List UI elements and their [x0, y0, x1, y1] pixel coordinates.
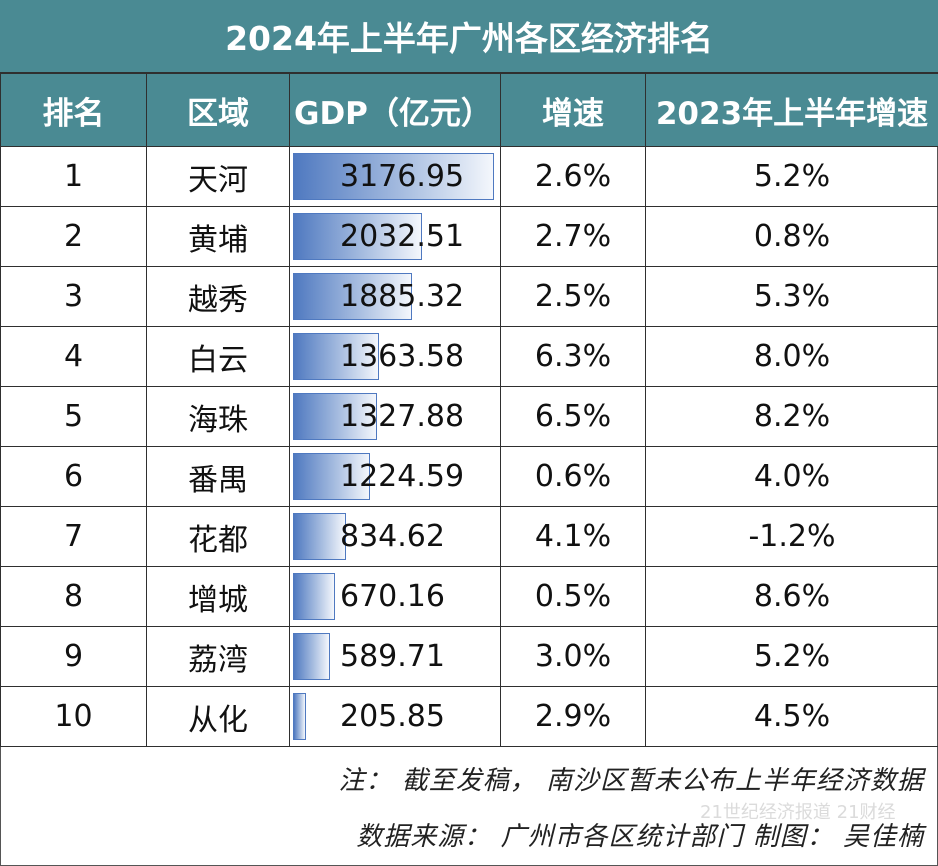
district-cell: 从化 [146, 686, 290, 747]
growth-2023-cell: 4.0% [645, 446, 938, 507]
growth-2023-cell: 5.2% [645, 146, 938, 207]
district-cell: 增城 [146, 566, 290, 627]
table-row: 8 增城 670.16 0.5% 8.6% [0, 566, 938, 627]
gdp-bar [293, 633, 330, 680]
district-cell: 荔湾 [146, 626, 290, 687]
table-row: 4 白云 1363.58 6.3% 8.0% [0, 326, 938, 387]
growth-2023-cell: 8.6% [645, 566, 938, 627]
growth-cell: 2.9% [500, 686, 646, 747]
growth-cell: 4.1% [500, 506, 646, 567]
gdp-bar [293, 693, 306, 740]
rank-cell: 10 [0, 686, 147, 747]
district-cell: 越秀 [146, 266, 290, 327]
table-row: 5 海珠 1327.88 6.5% 8.2% [0, 386, 938, 447]
district-cell: 白云 [146, 326, 290, 387]
gdp-bar [293, 153, 494, 200]
gdp-cell: 3176.95 [289, 146, 501, 207]
gdp-cell: 2032.51 [289, 206, 501, 267]
rank-cell: 1 [0, 146, 147, 207]
growth-2023-cell: 5.2% [645, 626, 938, 687]
header-rank: 排名 [0, 73, 147, 147]
gdp-value: 589.71 [340, 639, 445, 674]
growth-cell: 0.5% [500, 566, 646, 627]
gdp-value: 834.62 [340, 519, 445, 554]
gdp-value: 1363.58 [340, 339, 465, 374]
rank-cell: 9 [0, 626, 147, 687]
gdp-cell: 589.71 [289, 626, 501, 687]
gdp-value: 3176.95 [340, 159, 465, 194]
footer-note: 注： 截至发稿， 南沙区暂未公布上半年经济数据 [338, 766, 924, 796]
gdp-cell: 1224.59 [289, 446, 501, 507]
growth-cell: 3.0% [500, 626, 646, 687]
growth-cell: 6.5% [500, 386, 646, 447]
growth-2023-cell: 8.2% [645, 386, 938, 447]
gdp-cell: 834.62 [289, 506, 501, 567]
gdp-bar [293, 393, 377, 440]
rank-cell: 5 [0, 386, 147, 447]
rank-cell: 3 [0, 266, 147, 327]
table-title: 2024年上半年广州各区经济排名 [0, 0, 938, 73]
growth-cell: 2.6% [500, 146, 646, 207]
growth-cell: 2.5% [500, 266, 646, 327]
rank-cell: 2 [0, 206, 147, 267]
gdp-value: 2032.51 [340, 219, 465, 254]
gdp-bar [293, 333, 379, 380]
gdp-value: 1224.59 [340, 459, 465, 494]
header-row: 排名 区域 GDP（亿元） 增速 2023年上半年增速 [0, 73, 938, 147]
gdp-value: 205.85 [340, 699, 445, 734]
footer: 注： 截至发稿， 南沙区暂未公布上半年经济数据 21世纪经济报道 21财经 数据… [0, 746, 938, 866]
growth-cell: 6.3% [500, 326, 646, 387]
table-row: 3 越秀 1885.32 2.5% 5.3% [0, 266, 938, 327]
header-growth: 增速 [500, 73, 646, 147]
growth-2023-cell: 4.5% [645, 686, 938, 747]
rank-cell: 8 [0, 566, 147, 627]
gdp-cell: 1363.58 [289, 326, 501, 387]
header-gdp: GDP（亿元） [289, 73, 501, 147]
gdp-bar [293, 213, 422, 260]
gdp-bar [293, 273, 412, 320]
gdp-cell: 205.85 [289, 686, 501, 747]
district-cell: 花都 [146, 506, 290, 567]
gdp-value: 1327.88 [340, 399, 465, 434]
table-row: 6 番禺 1224.59 0.6% 4.0% [0, 446, 938, 507]
gdp-value: 1885.32 [340, 279, 465, 314]
table-row: 10 从化 205.85 2.9% 4.5% [0, 686, 938, 747]
gdp-cell: 1885.32 [289, 266, 501, 327]
rank-cell: 7 [0, 506, 147, 567]
watermark: 21世纪经济报道 21财经 [700, 802, 896, 823]
table-row: 7 花都 834.62 4.1% -1.2% [0, 506, 938, 567]
table-row: 9 荔湾 589.71 3.0% 5.2% [0, 626, 938, 687]
gdp-bar [293, 513, 346, 560]
district-cell: 天河 [146, 146, 290, 207]
district-cell: 海珠 [146, 386, 290, 447]
gdp-bar [293, 573, 335, 620]
district-cell: 番禺 [146, 446, 290, 507]
growth-cell: 0.6% [500, 446, 646, 507]
growth-2023-cell: 5.3% [645, 266, 938, 327]
growth-2023-cell: -1.2% [645, 506, 938, 567]
district-cell: 黄埔 [146, 206, 290, 267]
gdp-value: 670.16 [340, 579, 445, 614]
gdp-cell: 670.16 [289, 566, 501, 627]
rank-cell: 6 [0, 446, 147, 507]
footer-source: 数据来源： 广州市各区统计部门 制图： 吴佳楠 [356, 822, 924, 852]
rank-cell: 4 [0, 326, 147, 387]
ranking-table: 排名 区域 GDP（亿元） 增速 2023年上半年增速 1 天河 3176.95 2.… [0, 73, 938, 747]
gdp-cell: 1327.88 [289, 386, 501, 447]
header-growth-2023: 2023年上半年增速 [645, 73, 938, 147]
table-row: 2 黄埔 2032.51 2.7% 0.8% [0, 206, 938, 267]
header-district: 区域 [146, 73, 290, 147]
gdp-bar [293, 453, 370, 500]
table-row: 1 天河 3176.95 2.6% 5.2% [0, 146, 938, 207]
growth-2023-cell: 8.0% [645, 326, 938, 387]
growth-2023-cell: 0.8% [645, 206, 938, 267]
growth-cell: 2.7% [500, 206, 646, 267]
